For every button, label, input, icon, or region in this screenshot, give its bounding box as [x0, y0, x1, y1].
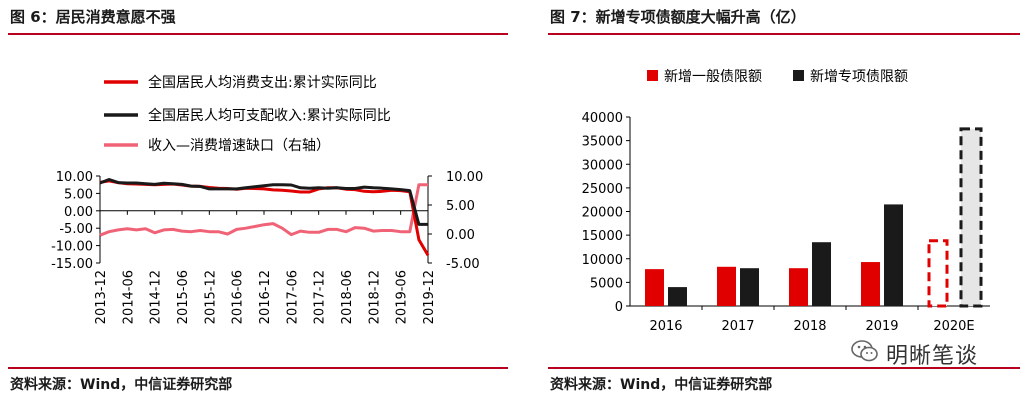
legend-label-2: 新增专项债限额	[810, 69, 908, 85]
left-panel: 图 6：居民消费意愿不强 全国居民人均消费支出:累计实际同比 全国居民人均可支配收…	[0, 0, 508, 400]
y-tick-label: 5000	[590, 276, 623, 291]
y-tick-label: 20000	[582, 206, 623, 221]
bar-2020E-1-forecast	[927, 239, 949, 308]
y-right-tick-label: 5.00	[446, 199, 475, 214]
left-source-note: 资料来源：Wind，中信证券研究部	[10, 377, 233, 393]
bar-2018-2	[812, 242, 831, 306]
x-tick-label: 2019	[865, 319, 898, 334]
bar-2016-1	[645, 269, 664, 306]
y-left-tick-label: 5.00	[64, 187, 93, 202]
x-tick-label: 2019-12	[422, 270, 437, 324]
x-tick-label: 2016-06	[231, 270, 246, 324]
y-tick-label: 35000	[582, 135, 623, 150]
x-tick-label: 2018-06	[340, 270, 355, 324]
y-left-tick-label: -5.00	[59, 222, 93, 237]
x-tick-label: 2020E	[933, 319, 974, 334]
x-tick-label: 2014-12	[149, 270, 164, 324]
bar-2016-2	[668, 287, 687, 306]
right-source-note: 资料来源：Wind，中信证券研究部	[550, 377, 773, 393]
bar-2019-1	[861, 262, 880, 306]
wechat-icon	[851, 340, 878, 362]
series-line-2	[99, 178, 428, 226]
x-tick-label: 2016-12	[258, 270, 273, 324]
series-line-1	[99, 179, 430, 257]
y-right-tick-label: 10.00	[446, 170, 483, 185]
x-tick-label: 2017	[721, 319, 754, 334]
x-tick-label: 2018	[793, 319, 826, 334]
y-left-tick-label: -15.00	[51, 257, 93, 272]
bar-2018-1	[789, 268, 808, 306]
x-tick-label: 2017-06	[285, 270, 300, 324]
x-tick-label: 2016	[649, 319, 682, 334]
y-tick-label: 40000	[582, 111, 623, 126]
legend-swatch-1	[647, 70, 658, 81]
x-tick-label: 2015-12	[203, 270, 218, 324]
x-tick-label: 2018-12	[367, 270, 382, 324]
x-tick-label: 2015-06	[176, 270, 191, 324]
x-tick-label: 2013-12	[94, 270, 109, 324]
figure-7-title: 图 7：新增专项债额度大幅升高（亿）	[550, 8, 806, 26]
y-tick-label: 25000	[582, 182, 623, 197]
bar-2017-1	[717, 266, 736, 306]
y-right-tick-label: -5.00	[446, 257, 480, 272]
legend-label-1: 全国居民人均消费支出:累计实际同比	[148, 74, 377, 91]
figure-6-title: 图 6：居民消费意愿不强	[10, 8, 176, 26]
series-line-3	[99, 183, 428, 237]
bar-2019-2	[884, 204, 903, 306]
x-tick-label: 2019-06	[395, 270, 410, 324]
y-tick-label: 10000	[582, 253, 623, 268]
x-tick-label: 2017-12	[313, 270, 328, 324]
y-tick-label: 15000	[582, 229, 623, 244]
legend-label-1: 新增一般债限额	[664, 69, 762, 85]
legend-label-3: 收入—消费增速缺口（右轴）	[148, 138, 330, 154]
y-right-tick-label: 0.00	[446, 228, 475, 243]
y-tick-label: 0	[615, 300, 623, 315]
source-rule	[548, 367, 1020, 369]
watermark: 明晰笔谈	[850, 336, 1020, 369]
bar-2017-2	[740, 268, 759, 306]
y-left-tick-label: 0.00	[64, 205, 93, 220]
legend-swatch-2	[793, 70, 804, 81]
y-left-tick-label: 10.00	[56, 170, 93, 185]
legend-label-2: 全国居民人均可支配收入:累计实际同比	[148, 107, 391, 124]
right-panel: 图 7：新增专项债额度大幅升高（亿） 新增一般债限额 新增专项债限额 0 5000 10…	[540, 0, 1026, 400]
x-tick-label: 2014-06	[121, 270, 136, 324]
title-rule	[8, 33, 508, 35]
y-tick-label: 30000	[582, 158, 623, 173]
source-rule	[8, 367, 508, 369]
title-rule	[548, 33, 1020, 35]
watermark-text: 明晰笔谈	[886, 344, 979, 369]
y-left-tick-label: -10.00	[51, 240, 93, 255]
bar-2020E-2-forecast	[959, 127, 983, 308]
bar-chart: 新增一般债限额 新增专项债限额 0 5000 10000 15000 20000 25000 3…	[582, 69, 990, 334]
line-chart: 全国居民人均消费支出:累计实际同比全国居民人均可支配收入:累计实际同比收入—消费…	[51, 74, 483, 324]
